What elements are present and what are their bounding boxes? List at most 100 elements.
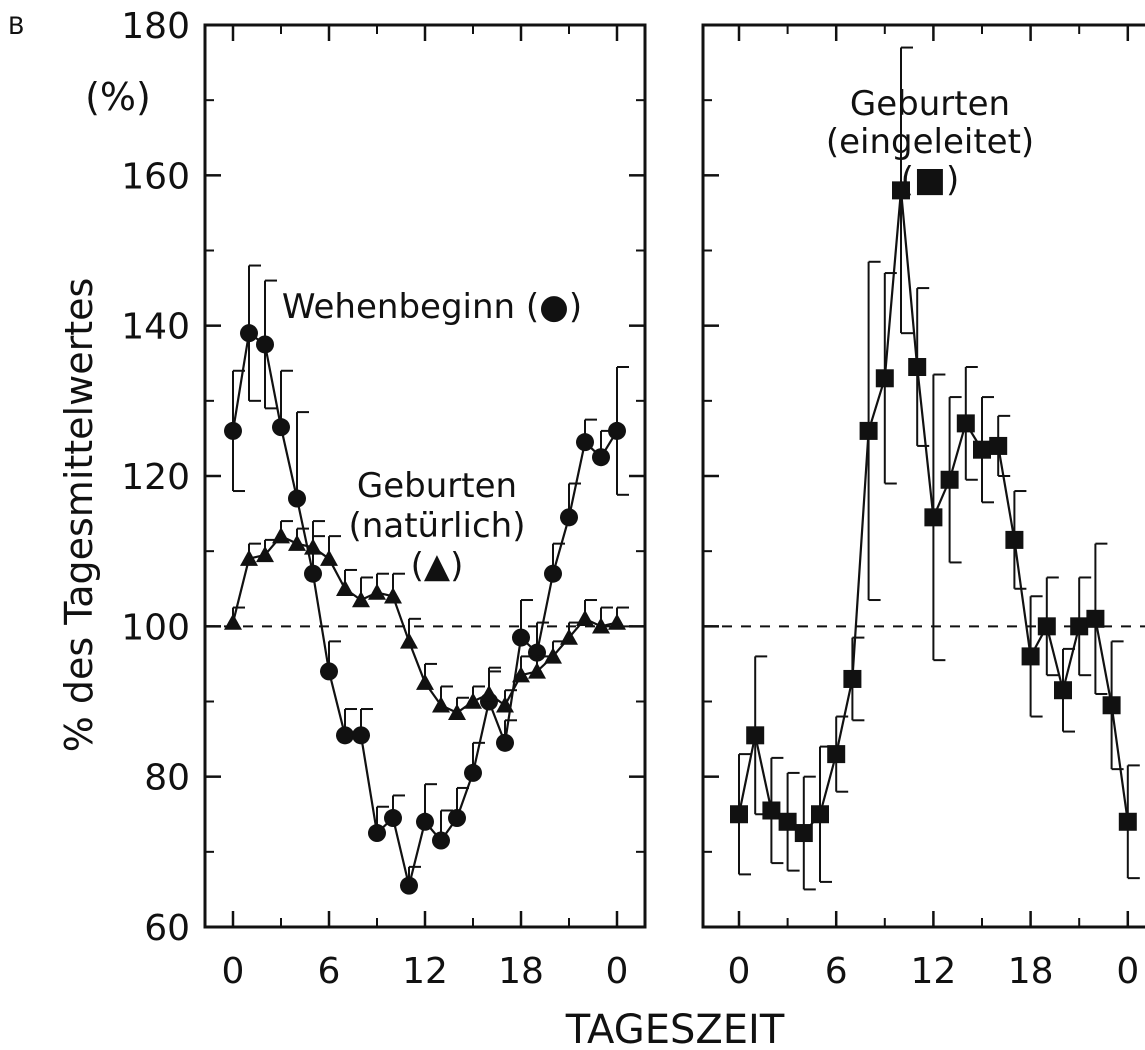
- data-point-square: [1070, 617, 1089, 636]
- y-tick-label: 120: [121, 457, 190, 498]
- x-tick-label: 12: [402, 951, 448, 992]
- data-point-square: [1037, 617, 1056, 636]
- data-point-triangle: [560, 628, 578, 645]
- data-point-circle: [240, 324, 258, 343]
- data-point-triangle: [336, 579, 354, 596]
- x-tick-label: 18: [498, 951, 544, 992]
- data-point-triangle: [288, 534, 306, 551]
- data-point-triangle: [368, 583, 386, 600]
- x-tick-label: 6: [825, 951, 848, 992]
- data-point-triangle: [448, 703, 466, 720]
- data-point-triangle: [544, 647, 562, 664]
- data-point-square: [859, 421, 878, 440]
- data-point-triangle: [512, 666, 530, 683]
- x-tick-label: 0: [1116, 951, 1139, 992]
- data-point-triangle: [320, 549, 338, 566]
- data-point-triangle: [608, 613, 626, 630]
- y-tick-label: 140: [121, 307, 190, 348]
- panel-letter: B: [8, 12, 24, 40]
- data-point-circle: [320, 662, 338, 681]
- data-point-triangle: [496, 696, 514, 713]
- annotation-eing-line: (eingeleitet): [826, 122, 1034, 162]
- data-point-square: [827, 745, 846, 764]
- data-point-square: [973, 440, 991, 459]
- data-point-circle: [576, 433, 594, 452]
- data-point-circle: [448, 809, 466, 828]
- annotation-eing-line: (■): [901, 160, 960, 200]
- annotation-eing-line: Geburten: [850, 84, 1010, 124]
- data-point-square: [730, 805, 748, 824]
- x-tick-label: 12: [910, 951, 956, 992]
- data-point-square: [1021, 647, 1040, 666]
- data-point-square: [1118, 812, 1137, 831]
- data-point-triangle: [480, 684, 498, 702]
- annotation-nat-line: (▲): [411, 546, 464, 586]
- y-axis-unit: (%): [85, 75, 151, 119]
- right-ticks: 0 6 12 18 0: [703, 23, 1139, 992]
- left-annotations: Wehenbeginn (●) Geburten(natürlich)(▲): [282, 287, 582, 586]
- data-point-circle: [272, 418, 290, 437]
- y-tick-label: 80: [144, 758, 190, 799]
- data-point-circle: [288, 489, 306, 508]
- y-tick-label: 160: [121, 156, 190, 197]
- data-point-square: [989, 436, 1008, 455]
- data-point-circle: [384, 809, 402, 828]
- data-point-square: [811, 805, 829, 824]
- data-point-triangle: [224, 613, 242, 630]
- data-point-square: [778, 812, 797, 831]
- data-point-triangle: [384, 587, 402, 604]
- data-point-triangle: [432, 696, 450, 713]
- data-point-circle: [608, 421, 626, 440]
- data-point-square: [1005, 530, 1024, 549]
- data-point-circle: [352, 726, 370, 745]
- annotation-nat-line: Geburten: [357, 466, 517, 506]
- data-point-circle: [416, 812, 434, 831]
- data-point-square: [892, 181, 910, 200]
- data-point-circle: [336, 726, 354, 745]
- data-point-triangle: [256, 545, 274, 563]
- data-point-square: [794, 824, 813, 843]
- x-tick-label: 6: [318, 951, 341, 992]
- data-point-circle: [304, 564, 322, 583]
- data-point-circle: [496, 733, 514, 752]
- data-point-square: [940, 470, 959, 489]
- data-point-triangle: [528, 662, 546, 679]
- data-point-circle: [560, 508, 578, 527]
- data-point-circle: [544, 564, 562, 583]
- right-panel: 0 6 12 18 0 Geburten(eingeleitet)(■): [701, 23, 1145, 992]
- y-tick-label: 60: [144, 908, 190, 949]
- x-tick-label: 0: [728, 951, 751, 992]
- data-point-triangle: [400, 632, 418, 649]
- x-axis-title: TAGESZEIT: [565, 1007, 785, 1050]
- series-triangle: [224, 520, 629, 720]
- data-point-triangle: [352, 591, 370, 608]
- data-point-square: [746, 726, 765, 745]
- x-tick-label: 18: [1008, 951, 1054, 992]
- data-point-triangle: [272, 527, 290, 544]
- data-point-square: [1102, 696, 1121, 715]
- data-point-circle: [224, 421, 242, 440]
- data-point-square: [762, 801, 781, 820]
- data-point-square: [956, 414, 975, 433]
- data-point-triangle: [240, 549, 258, 566]
- data-point-circle: [432, 831, 450, 850]
- data-point-circle: [464, 763, 482, 782]
- data-point-square: [1086, 609, 1105, 628]
- data-point-square: [908, 358, 927, 377]
- y-axis-title: % des Tagesmittelwertes: [57, 278, 101, 753]
- series-circle: [224, 264, 629, 895]
- data-point-triangle: [576, 609, 594, 627]
- data-point-triangle: [304, 538, 322, 555]
- left-series: [224, 264, 629, 895]
- data-point-circle: [256, 335, 274, 354]
- data-point-triangle: [416, 673, 434, 690]
- data-point-square: [843, 669, 862, 688]
- y-tick-label: 180: [121, 6, 190, 47]
- annotation-nat-line: (natürlich): [349, 506, 526, 546]
- data-point-circle: [368, 824, 386, 843]
- data-point-triangle: [592, 617, 610, 634]
- right-series: [730, 46, 1140, 891]
